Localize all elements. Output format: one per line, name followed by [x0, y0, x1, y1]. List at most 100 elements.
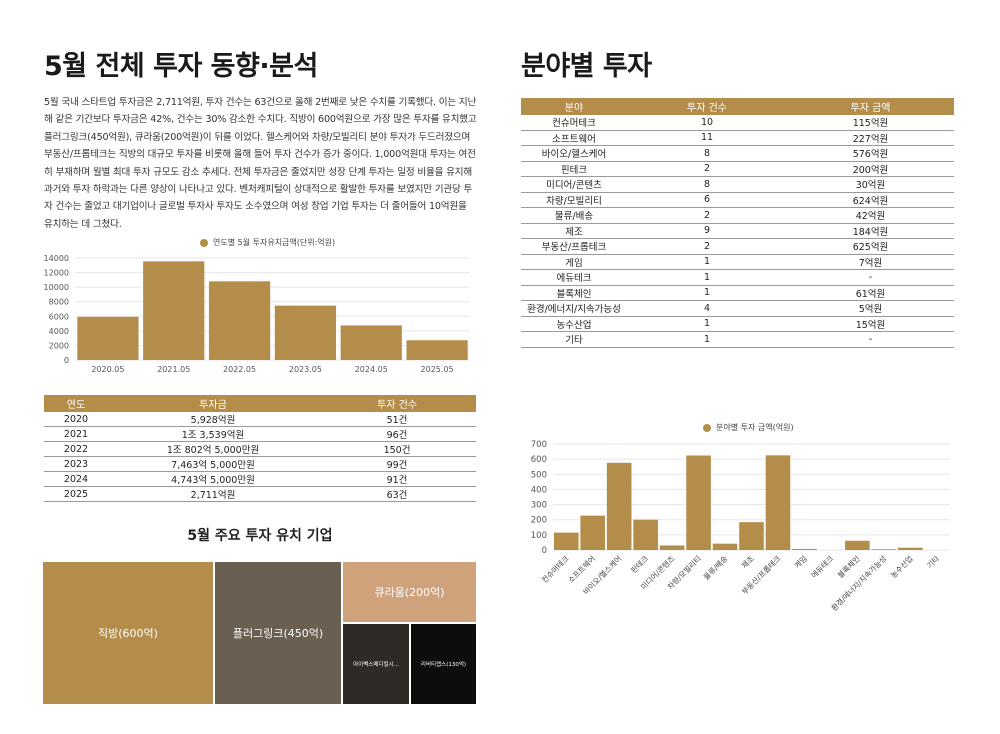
table-header-cell: 투자 건수	[687, 103, 727, 114]
y-tick-label: 0	[64, 356, 69, 365]
x-tick-label: 2021.05	[157, 365, 190, 374]
bar	[77, 316, 139, 360]
table-cell: 10	[627, 115, 787, 131]
table-cell: 7,463억 5,000만원	[108, 456, 318, 472]
table-cell: 2	[627, 238, 787, 255]
y-tick-label: 700	[531, 440, 547, 450]
bar	[633, 519, 658, 550]
y-tick-label: 600	[531, 455, 547, 465]
table-row: 2024 4,743억 5,000만원 91건	[44, 471, 476, 487]
table-cell: -	[787, 269, 954, 286]
x-tick-label: 2023.05	[289, 365, 322, 374]
company-tile-curaum: 큐라움(200억)	[343, 562, 476, 622]
x-tick-label: 농수산업	[888, 553, 915, 580]
table-cell: 96건	[318, 426, 476, 442]
company-label: 아이벡스메디컬시...	[353, 662, 399, 668]
table-cell: 2	[627, 207, 787, 224]
table-cell: 624억원	[787, 192, 954, 208]
y-tick-label: 300	[531, 501, 547, 511]
table-cell: 1	[627, 316, 787, 332]
table-cell: 1	[627, 331, 787, 348]
table-cell: 5,928억원	[108, 412, 318, 427]
table-cell: 게임	[521, 254, 627, 270]
table-cell: 물류/배송	[521, 207, 627, 224]
table-cell: 5억원	[787, 300, 954, 317]
company-tile-liberty: 리버티랩스(130억)	[411, 624, 476, 704]
table-row: 블록체인 1 61억원	[521, 285, 954, 301]
table-row: 소프트웨어 11 227억원	[521, 130, 954, 146]
table-cell: 1조 3,539억원	[108, 426, 318, 442]
bar	[765, 455, 791, 550]
sector-investment-table: 분야 투자 건수 투자 금액 컨슈머테크 10 115억원 소프트웨어 11 227억원 바이오…	[521, 98, 954, 348]
y-tick-label: 8000	[49, 298, 69, 307]
table-cell: 바이오/헬스케어	[521, 145, 627, 162]
table-cell: 2,711억원	[108, 486, 318, 502]
yearly-bar-chart: 0 2000 4000 6000 8000 10000 12000 14000 2020.05 2…	[44, 254, 470, 374]
bar	[340, 325, 402, 360]
table-cell: 9	[627, 223, 787, 239]
yearly-legend-label: 연도별 5월 투자유치금액(단위:억원)	[213, 238, 336, 247]
x-tick-label: 핀테크	[629, 554, 650, 575]
x-tick-label: 2022.05	[223, 365, 256, 374]
bar	[208, 281, 271, 360]
bar	[606, 462, 632, 550]
bar	[792, 548, 817, 550]
table-row: 컨슈머테크 10 115억원	[521, 115, 954, 131]
table-cell: 핀테크	[521, 161, 627, 177]
bar	[739, 522, 764, 550]
company-tile-ibex: 아이벡스메디컬시...	[343, 624, 409, 704]
table-row: 핀테크 2 200억원	[521, 161, 954, 177]
table-header-cell: 투자금	[199, 400, 227, 411]
x-tick-label: 물류/배송	[702, 554, 730, 582]
table-cell: 8	[627, 145, 787, 162]
table-cell: 6	[627, 192, 787, 208]
summary-paragraph: 5월 국내 스타트업 투자금은 2,711억원, 투자 건수는 63건으로 올해…	[44, 97, 477, 230]
table-cell: 99건	[318, 456, 476, 472]
yearly-chart-legend: 연도별 5월 투자유치금액(단위:억원)	[200, 237, 335, 248]
table-cell: 소프트웨어	[521, 130, 627, 146]
table-row: 2025 2,711억원 63건	[44, 486, 476, 502]
bar	[871, 549, 897, 550]
table-row: 에듀테크 1-	[521, 269, 954, 286]
company-tile-zigbang: 직방(600억)	[43, 562, 213, 704]
bar	[845, 540, 870, 550]
table-cell: 51건	[318, 412, 476, 427]
right-title: 분야별 투자	[521, 51, 652, 82]
bar	[143, 261, 205, 360]
table-cell: 2024	[44, 471, 108, 487]
table-cell: 농수산업	[521, 316, 627, 332]
table-cell: 576억원	[787, 145, 954, 162]
table-row: 2021 1조 3,539억원 96건	[44, 426, 476, 442]
company-label: 큐라움(200억)	[374, 586, 445, 599]
table-header-cell: 투자 건수	[377, 400, 417, 411]
company-label: 직방(600억)	[98, 627, 158, 640]
table-cell: 42억원	[787, 207, 954, 224]
table-cell: 1조 802억 5,000만원	[108, 441, 318, 457]
x-tick-label: 에듀테크	[809, 554, 835, 580]
table-cell: 200억원	[787, 161, 954, 177]
table-cell: 2025	[44, 486, 108, 502]
y-tick-label: 200	[531, 516, 547, 526]
y-tick-label: 100	[531, 531, 547, 541]
bar	[274, 305, 337, 360]
table-row: 미디어/콘텐츠 8 30억원	[521, 176, 954, 193]
company-label: 플러그링크(450억)	[232, 627, 324, 640]
table-cell: 2023	[44, 456, 108, 472]
table-row: 제조 9 184억원	[521, 223, 954, 239]
table-cell: 30억원	[787, 176, 954, 193]
table-cell: 기타	[521, 331, 627, 348]
table-cell: 2020	[44, 412, 108, 427]
sector-bar-chart: 0100200300400500600700컨슈머테크소프트웨어바이오/헬스케어…	[531, 440, 950, 613]
bar	[580, 515, 606, 550]
y-tick-label: 0	[542, 546, 547, 556]
y-tick-label: 500	[531, 470, 547, 480]
table-cell: 2021	[44, 426, 108, 442]
table-row: 바이오/헬스케어 8 576억원	[521, 145, 954, 162]
bar	[659, 545, 685, 550]
table-cell: 4,743억 5,000만원	[108, 471, 318, 487]
table-cell: 1	[627, 285, 787, 301]
table-row: 농수산업 1 15억원	[521, 316, 954, 332]
bar	[712, 543, 738, 550]
table-cell: 184억원	[787, 223, 954, 239]
table-cell: 미디어/콘텐츠	[521, 176, 627, 193]
